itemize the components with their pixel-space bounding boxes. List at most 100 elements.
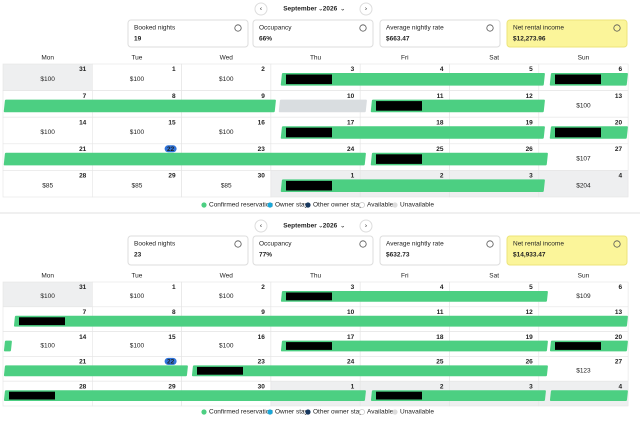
reservation-bar[interactable] — [278, 99, 367, 113]
weekday: Tue — [131, 55, 142, 62]
legend-label: Owner stay — [275, 409, 309, 416]
nightly-price: $100 — [219, 293, 234, 300]
nightly-price: $100 — [219, 342, 234, 349]
day-number: 16 — [258, 119, 266, 126]
day-number: 5 — [529, 284, 533, 291]
stat-value: 23 — [134, 252, 142, 259]
day-number: 17 — [347, 334, 355, 341]
stat-label: Occupancy — [259, 25, 292, 32]
nav-next[interactable] — [359, 2, 373, 16]
legend-swatch — [267, 409, 273, 415]
stat-value: 66% — [259, 36, 272, 43]
reservation-bar[interactable] — [280, 126, 545, 139]
stat-value: $663.47 — [386, 36, 410, 43]
reservation-bar[interactable] — [3, 340, 12, 352]
reservation-bar[interactable] — [3, 99, 276, 113]
year-select[interactable]: 2026 — [323, 6, 338, 13]
legend-label: Other owner stay — [313, 409, 363, 416]
day-number: 14 — [79, 119, 87, 126]
reservation-bar[interactable] — [549, 390, 628, 402]
stat-card — [506, 235, 628, 266]
day-number: 30 — [258, 173, 266, 180]
day-number: 20 — [615, 334, 623, 341]
legend-swatch — [359, 202, 365, 208]
weekday: Thu — [310, 273, 322, 280]
day-number: 11 — [437, 93, 444, 100]
stat-label: Booked nights — [134, 241, 176, 248]
weekday: Wed — [220, 273, 234, 280]
day-number: 14 — [79, 334, 87, 341]
day-number: 17 — [347, 119, 355, 126]
redacted-name — [286, 180, 332, 191]
stat-value: 77% — [259, 252, 272, 259]
redacted-name — [555, 127, 601, 138]
legend-swatch — [359, 409, 365, 415]
month-select[interactable]: September — [283, 6, 317, 13]
nav-prev[interactable] — [254, 219, 268, 233]
stat-label: Average nightly rate — [386, 25, 444, 32]
day-number: 19 — [526, 334, 534, 341]
redacted-name — [376, 154, 422, 164]
redacted-name — [376, 391, 422, 400]
reservation-bar[interactable] — [280, 179, 545, 192]
day-number: 1 — [351, 383, 355, 390]
reservation-bar[interactable] — [280, 291, 548, 302]
redacted-name — [197, 366, 243, 375]
nav-next[interactable] — [359, 219, 373, 233]
day-number: 28 — [79, 173, 87, 180]
redacted-name — [286, 127, 332, 138]
day-number: 13 — [615, 93, 623, 100]
info-icon[interactable] — [234, 24, 242, 32]
day-number: 24 — [347, 146, 355, 153]
reservation-bar[interactable] — [3, 152, 366, 166]
day-number: 28 — [79, 383, 87, 390]
reservation-bar[interactable] — [3, 390, 366, 402]
info-icon[interactable] — [613, 240, 621, 248]
info-icon[interactable] — [486, 24, 494, 32]
info-icon[interactable] — [234, 240, 242, 248]
nightly-price: $100 — [130, 342, 145, 349]
reservation-bar[interactable] — [13, 315, 628, 327]
day-number: 15 — [168, 334, 176, 341]
day-number: 7 — [83, 309, 87, 316]
weekday: Sat — [489, 273, 499, 280]
day-number: 2 — [261, 66, 265, 73]
legend-label: Other owner stay — [313, 202, 363, 209]
stat-value: $632.73 — [386, 252, 410, 259]
reservation-bar[interactable] — [3, 365, 188, 377]
day-cell — [181, 116, 272, 145]
legend-swatch — [305, 409, 311, 415]
weekday: Mon — [41, 55, 54, 62]
day-number: 3 — [529, 383, 533, 390]
nav-prev[interactable] — [254, 2, 268, 16]
day-cell — [2, 116, 93, 145]
day-number: 5 — [529, 66, 533, 73]
day-number: 31 — [79, 66, 87, 73]
day-number: 10 — [347, 309, 355, 316]
reservation-bar[interactable] — [280, 73, 545, 86]
month-select[interactable]: September — [283, 223, 317, 230]
reservation-bar[interactable] — [191, 365, 548, 377]
reservation-bar[interactable] — [280, 340, 548, 352]
info-icon[interactable] — [486, 240, 494, 248]
nightly-price: $100 — [130, 293, 145, 300]
today-badge — [164, 357, 177, 365]
day-number: 27 — [615, 359, 623, 366]
weekday: Tue — [131, 273, 142, 280]
stat-card — [506, 19, 628, 48]
info-icon[interactable] — [613, 24, 621, 32]
stat-label: Average nightly rate — [386, 241, 444, 248]
day-number: 22 — [167, 359, 175, 366]
legend-swatch — [305, 202, 311, 208]
legend-swatch — [201, 409, 207, 415]
nightly-price: $123 — [576, 367, 591, 374]
info-icon[interactable] — [359, 240, 367, 248]
day-cell — [538, 281, 629, 308]
day-cell — [92, 63, 182, 91]
year-select[interactable]: 2026 — [323, 223, 338, 230]
day-number: 4 — [618, 173, 622, 180]
weekday: Mon — [41, 273, 54, 280]
redacted-name — [286, 292, 332, 301]
legend-label: Available — [367, 409, 394, 416]
info-icon[interactable] — [359, 24, 367, 32]
